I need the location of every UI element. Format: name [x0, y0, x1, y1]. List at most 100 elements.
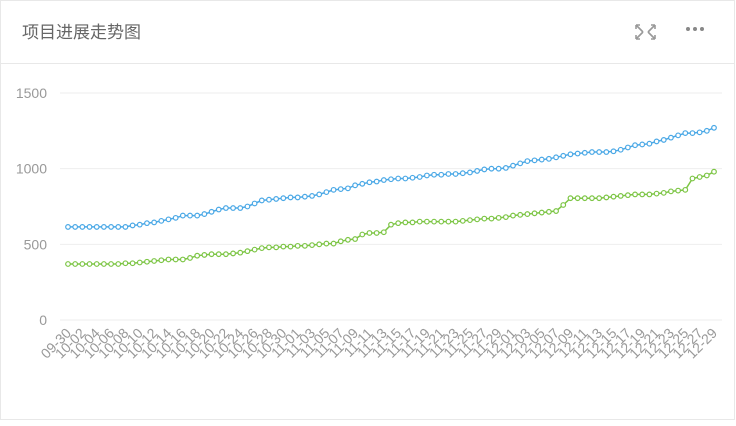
point-marker: [129, 222, 136, 229]
point-marker: [194, 212, 201, 219]
point-marker: [452, 218, 459, 225]
point-marker: [187, 255, 193, 261]
point-marker: [301, 242, 308, 249]
point-marker: [538, 156, 545, 163]
point-marker: [682, 186, 689, 193]
point-marker: [258, 197, 265, 204]
point-marker: [79, 261, 86, 267]
point-marker: [215, 251, 222, 258]
point-marker: [108, 261, 114, 267]
point-marker: [459, 217, 466, 224]
point-marker: [711, 124, 717, 131]
point-marker: [402, 175, 409, 182]
point-marker: [438, 171, 445, 178]
point-marker: [187, 212, 193, 219]
point-marker: [574, 195, 581, 202]
point-marker: [352, 182, 359, 189]
point-marker: [373, 230, 380, 236]
point-marker: [696, 174, 703, 180]
point-marker: [72, 261, 79, 267]
more-icon[interactable]: [686, 27, 704, 31]
point-marker: [517, 160, 524, 167]
point-marker: [223, 251, 229, 258]
point-marker: [323, 189, 330, 196]
point-marker: [560, 202, 567, 208]
point-marker: [237, 205, 244, 211]
point-marker: [380, 229, 387, 236]
point-marker: [474, 168, 481, 174]
point-marker: [144, 220, 150, 227]
point-marker: [617, 193, 624, 199]
point-marker: [100, 261, 107, 267]
point-marker: [345, 185, 351, 192]
point-marker: [596, 195, 603, 202]
point-marker: [366, 230, 373, 236]
point-marker: [546, 155, 552, 162]
point-marker: [567, 195, 574, 202]
point-marker: [517, 211, 524, 218]
point-marker: [208, 251, 215, 258]
point-marker: [108, 224, 114, 230]
point-marker: [115, 224, 122, 230]
point-marker: [668, 134, 674, 141]
point-marker: [266, 196, 272, 203]
point-marker: [129, 260, 136, 267]
point-marker: [395, 220, 402, 227]
point-marker: [646, 191, 653, 198]
point-marker: [445, 218, 452, 225]
point-marker: [172, 214, 179, 221]
point-marker: [201, 211, 208, 217]
point-marker: [524, 158, 531, 165]
point-marker: [258, 245, 265, 252]
point-marker: [402, 219, 409, 226]
point-marker: [703, 127, 710, 134]
point-marker: [230, 250, 236, 257]
point-marker: [316, 241, 323, 248]
point-marker: [416, 218, 423, 225]
point-marker: [223, 205, 229, 211]
point-marker: [165, 216, 172, 223]
point-marker: [567, 151, 574, 158]
point-marker: [481, 215, 488, 222]
point-marker: [445, 171, 452, 177]
point-marker: [467, 217, 473, 224]
y-tick-label: 1000: [16, 161, 47, 177]
point-marker: [624, 192, 631, 199]
point-marker: [581, 195, 588, 202]
point-marker: [574, 150, 581, 157]
point-marker: [474, 216, 481, 223]
point-marker: [388, 221, 394, 228]
point-marker: [395, 175, 402, 182]
point-marker: [309, 193, 315, 199]
point-marker: [280, 195, 287, 202]
point-marker: [352, 236, 359, 242]
point-marker: [510, 162, 516, 169]
point-marker: [194, 252, 201, 259]
point-marker: [323, 240, 330, 247]
expand-icon[interactable]: [635, 24, 656, 40]
point-marker: [136, 259, 143, 266]
point-marker: [172, 256, 179, 263]
point-marker: [294, 242, 301, 249]
point-marker: [409, 219, 416, 226]
point-marker: [158, 217, 165, 224]
point-marker: [294, 194, 301, 201]
point-marker: [603, 194, 610, 201]
point-marker: [495, 214, 502, 221]
point-marker: [431, 218, 437, 225]
point-marker: [144, 258, 150, 265]
point-marker: [502, 165, 509, 171]
point-marker: [115, 261, 122, 267]
point-marker: [251, 246, 258, 253]
point-marker: [380, 177, 387, 183]
point-marker: [553, 154, 559, 161]
point-marker: [287, 194, 294, 201]
point-marker: [675, 132, 682, 139]
point-marker: [251, 200, 258, 207]
point-marker: [388, 176, 394, 183]
point-marker: [366, 179, 373, 186]
point-marker: [481, 166, 488, 173]
y-tick-label: 500: [24, 236, 48, 252]
point-marker: [266, 244, 272, 251]
point-marker: [531, 157, 538, 164]
